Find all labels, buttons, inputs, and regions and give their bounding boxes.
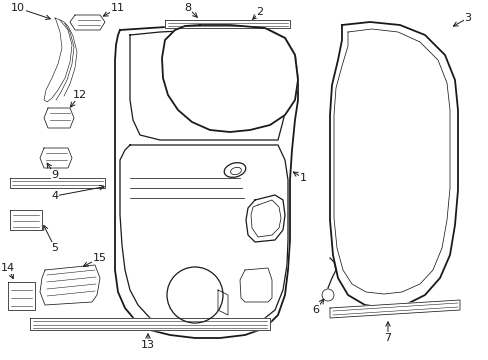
Text: 11: 11 — [111, 3, 125, 13]
Polygon shape — [10, 210, 42, 230]
Text: 7: 7 — [384, 333, 391, 343]
Polygon shape — [218, 290, 227, 315]
Polygon shape — [245, 195, 285, 242]
Text: 5: 5 — [51, 243, 59, 253]
Polygon shape — [240, 268, 271, 302]
Polygon shape — [70, 15, 105, 30]
Text: 9: 9 — [51, 170, 59, 180]
Text: 6: 6 — [312, 305, 319, 315]
Polygon shape — [40, 148, 72, 168]
Polygon shape — [8, 282, 35, 310]
Text: 3: 3 — [464, 13, 470, 23]
Polygon shape — [329, 300, 459, 318]
Polygon shape — [162, 25, 297, 132]
Polygon shape — [40, 265, 100, 305]
Text: 14: 14 — [1, 263, 15, 273]
Polygon shape — [44, 108, 74, 128]
Text: 13: 13 — [141, 340, 155, 350]
Text: 4: 4 — [51, 191, 59, 201]
Polygon shape — [164, 20, 289, 28]
Text: 12: 12 — [73, 90, 87, 100]
Polygon shape — [10, 178, 105, 188]
Polygon shape — [115, 25, 297, 338]
Polygon shape — [30, 318, 269, 330]
Text: 10: 10 — [11, 3, 25, 13]
Text: 1: 1 — [299, 173, 306, 183]
Text: 2: 2 — [256, 7, 263, 17]
Polygon shape — [130, 30, 289, 140]
Text: 15: 15 — [93, 253, 107, 263]
Text: 8: 8 — [184, 3, 191, 13]
Polygon shape — [329, 22, 457, 308]
Polygon shape — [120, 145, 287, 330]
